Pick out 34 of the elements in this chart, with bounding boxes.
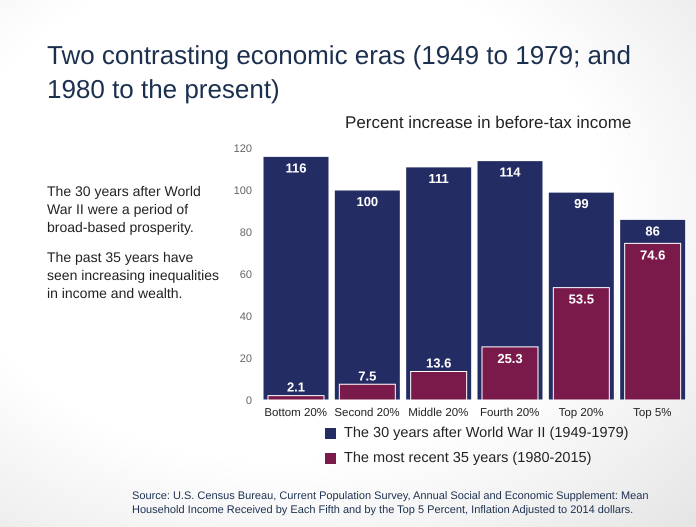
y-tick-label: 120 [234,142,252,155]
x-tick-label: Fourth 20% [480,407,540,420]
data-label: 7.5 [358,368,376,384]
data-label: 74.6 [640,247,666,262]
y-tick-label: 20 [240,352,252,365]
legend-label: The most recent 35 years (1980-2015) [344,450,592,466]
y-tick-label: 100 [234,184,252,197]
text: The 30 years after World War II were a period of broad-based prosperity. [47,182,202,236]
x-tick-label: Top 20% [558,407,604,420]
data-label: 99 [574,196,589,212]
x-tick-label: Second 20% [334,407,400,420]
data-label: 86 [645,223,660,238]
data-label: 25.3 [497,350,523,366]
source-note: Source: U.S. Census Bureau, Current Population Survey, Annual Social and Economic Supplement: Mean Household Income Received by Each Fifth and by the Top 5 Percent, Inflation Adjusted to 2014 dollars. [132,489,650,517]
y-tick-label: 0 [246,394,252,407]
data-label: 116 [286,160,306,176]
bar [262,156,330,400]
data-label: 114 [500,164,522,180]
x-tick-label: Bottom 20% [264,407,327,420]
data-label: 2.1 [286,380,306,395]
y-tick-label: 60 [240,268,252,281]
data-label: 111 [428,170,449,186]
y-tick-label: 80 [240,226,252,239]
data-label: 100 [356,194,378,209]
chart-subtitle: Percent increase in before-tax income [345,113,632,133]
x-tick-label: Middle 20% [408,407,468,420]
data-label: 13.6 [426,355,452,370]
series-label: The 30 years after World War II (1949-1979) [344,425,628,441]
x-tick-label: Top 5% [633,407,672,420]
y-tick-label: 40 [240,310,252,323]
text: The past 35 years have seen increasing inequalities in income and wealth. [47,248,219,302]
data-label: 53.5 [568,292,594,307]
bar [334,190,401,400]
chart-title: Two contrasting economic eras (1949 to 1979; and 1980 to the present) [47,39,632,106]
